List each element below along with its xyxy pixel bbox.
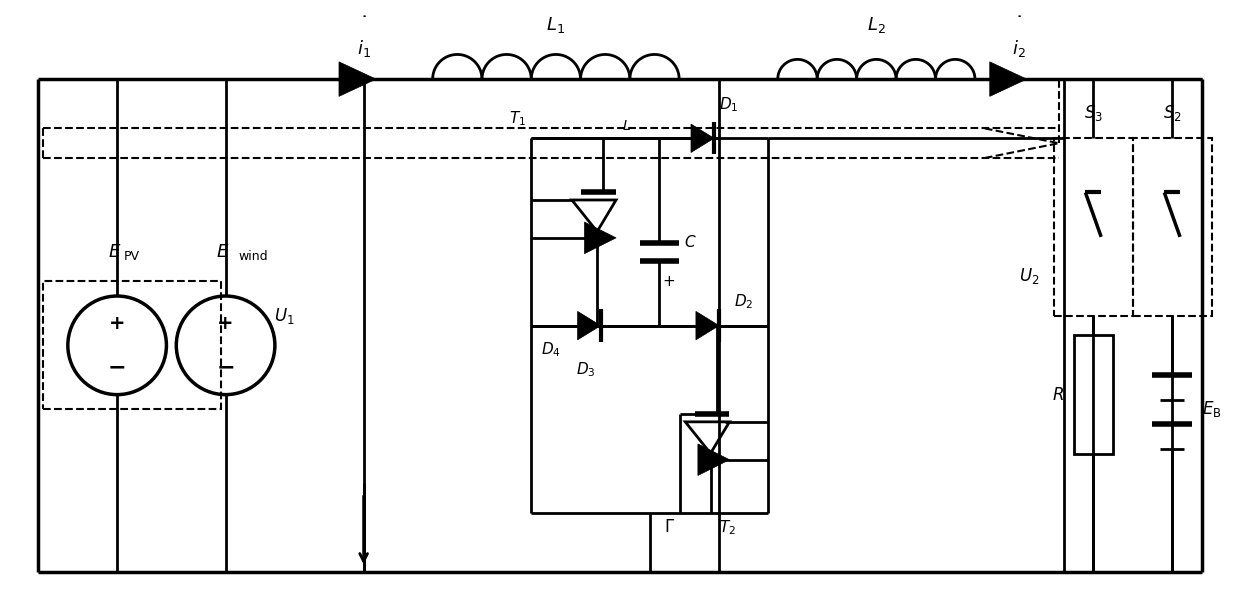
Text: $\Gamma$: $\Gamma$ [663, 518, 675, 536]
Text: $D_3$: $D_3$ [575, 360, 595, 379]
Polygon shape [696, 311, 719, 340]
Text: +: + [217, 314, 234, 333]
Text: $T_2$: $T_2$ [719, 518, 735, 536]
Polygon shape [990, 62, 1027, 97]
Polygon shape [698, 444, 729, 476]
Text: wind: wind [238, 250, 268, 263]
Text: −: − [216, 357, 234, 377]
Text: $i_1$: $i_1$ [357, 38, 371, 60]
Text: $L$: $L$ [622, 119, 631, 134]
Text: $E_{\mathrm{B}}$: $E_{\mathrm{B}}$ [1202, 399, 1221, 420]
Polygon shape [578, 311, 600, 340]
Text: $D_4$: $D_4$ [541, 340, 560, 359]
Polygon shape [584, 222, 616, 254]
Text: $i_2$: $i_2$ [1013, 38, 1027, 60]
Text: $C$: $C$ [684, 234, 697, 250]
Polygon shape [339, 62, 376, 97]
Text: ˙: ˙ [358, 15, 370, 35]
Text: $E$: $E$ [108, 243, 120, 260]
Text: $U_2$: $U_2$ [1019, 266, 1039, 286]
Text: PV: PV [124, 250, 140, 263]
Text: $R$: $R$ [1052, 386, 1064, 403]
Text: $S_2$: $S_2$ [1163, 104, 1182, 123]
Text: $U_1$: $U_1$ [274, 306, 295, 326]
Text: $L_1$: $L_1$ [547, 15, 565, 35]
Text: +: + [109, 314, 125, 333]
Text: $D_2$: $D_2$ [734, 292, 753, 311]
Text: ˙: ˙ [1014, 15, 1025, 35]
Polygon shape [691, 124, 714, 153]
Text: −: − [108, 357, 126, 377]
Text: $L_2$: $L_2$ [867, 15, 885, 35]
Text: $D_1$: $D_1$ [719, 95, 738, 114]
Text: $S_3$: $S_3$ [1084, 104, 1102, 123]
Text: $T_1$: $T_1$ [510, 110, 526, 128]
Text: +: + [662, 274, 675, 289]
Text: $E$: $E$ [216, 243, 229, 260]
